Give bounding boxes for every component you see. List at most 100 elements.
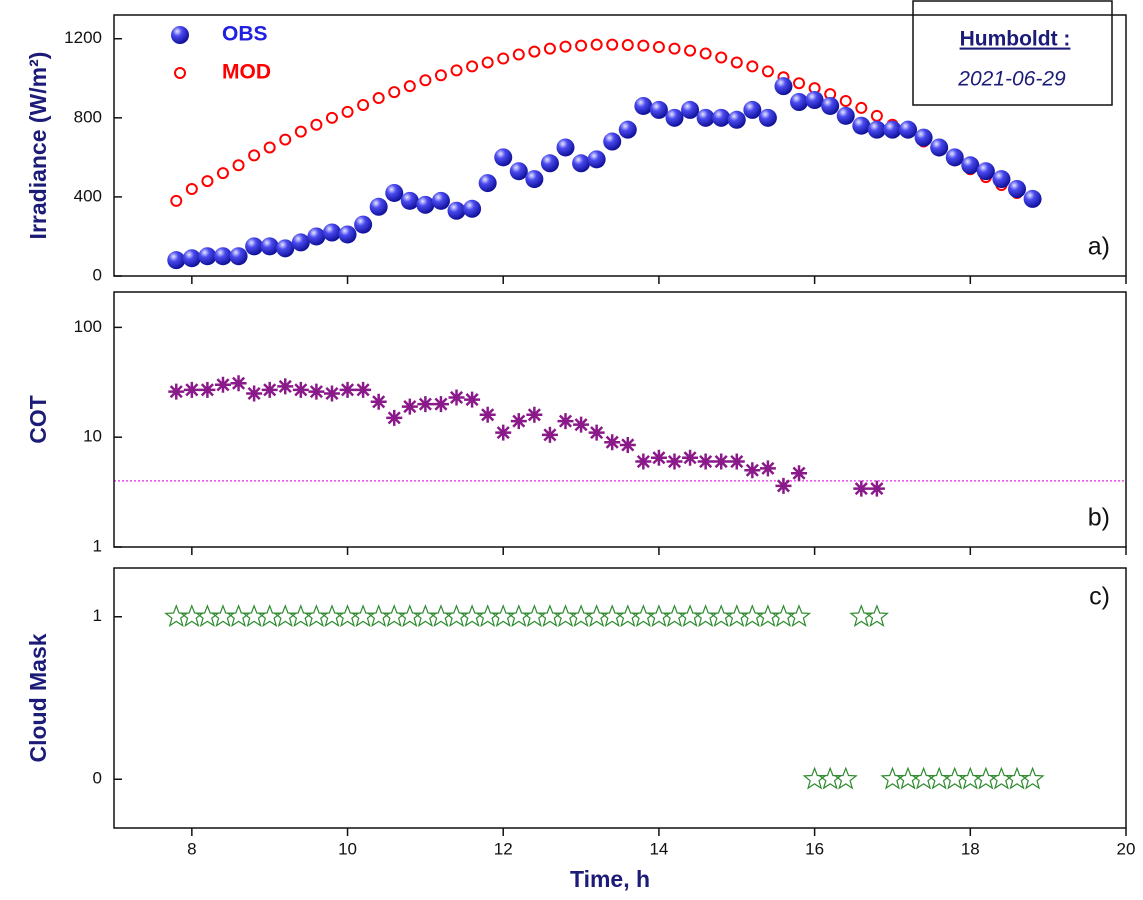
- mod-point: [450, 64, 463, 77]
- cot-point: [339, 381, 356, 398]
- mod-point: [512, 48, 525, 61]
- mod-point: [543, 42, 556, 55]
- obs-point: [696, 108, 715, 127]
- obs-point: [369, 197, 388, 216]
- obs-point: [961, 156, 980, 175]
- obs-point: [867, 120, 886, 139]
- obs-point: [213, 247, 232, 266]
- obs-point: [914, 128, 933, 147]
- mod-point: [761, 65, 774, 78]
- cot-point: [495, 424, 512, 441]
- obs-point: [1008, 180, 1027, 198]
- obs-point: [805, 91, 824, 110]
- cot-point: [199, 381, 216, 398]
- obs-point: [727, 110, 746, 129]
- cot-point: [261, 381, 278, 398]
- mod-point: [201, 175, 214, 188]
- axes-frame: [113, 567, 1127, 829]
- x-tick-label: 14: [649, 839, 668, 858]
- mod-point: [357, 98, 370, 111]
- cot-point: [573, 416, 590, 433]
- cot-point: [868, 480, 885, 497]
- panel-label: c): [1089, 583, 1110, 611]
- obs-point: [338, 225, 357, 244]
- obs-point: [260, 237, 279, 256]
- obs-point: [649, 100, 668, 119]
- cot-point: [744, 462, 761, 479]
- x-tick-label: 16: [805, 839, 824, 858]
- cot-point: [635, 453, 652, 470]
- obs-point: [899, 120, 918, 139]
- cot-point: [541, 426, 558, 443]
- mod-point: [715, 51, 728, 64]
- mod-point: [372, 92, 385, 105]
- cot-point: [323, 385, 340, 402]
- cloud-mask-point: [864, 604, 890, 627]
- cloud-mask-point: [833, 766, 858, 790]
- obs-point: [945, 148, 964, 167]
- obs-point: [743, 100, 762, 119]
- obs-point: [992, 170, 1011, 189]
- mod-point: [652, 41, 665, 54]
- cot-point: [853, 480, 870, 497]
- obs-point: [447, 201, 466, 220]
- cot-point: [355, 381, 372, 398]
- obs-point: [307, 227, 326, 246]
- cot-point: [246, 385, 263, 402]
- obs-point: [291, 233, 310, 252]
- mod-point: [388, 86, 401, 99]
- mod-point: [185, 183, 198, 195]
- cot-point: [697, 453, 714, 470]
- panel-label: a): [1088, 233, 1110, 261]
- x-tick-label: 18: [961, 839, 980, 858]
- y-tick-label: 400: [74, 186, 102, 205]
- cot-point: [479, 406, 496, 423]
- cot-point: [214, 376, 231, 393]
- axes-frame: [113, 291, 1127, 548]
- cot-point: [682, 449, 699, 466]
- legend-marker: [174, 67, 186, 79]
- cot-point: [588, 424, 605, 441]
- y-tick-label: 800: [74, 107, 102, 126]
- mod-point: [637, 39, 650, 52]
- mod-point: [294, 125, 307, 138]
- cot-point: [557, 413, 574, 430]
- y-axis-title: Irradiance (W/m²): [25, 52, 51, 240]
- obs-point: [322, 223, 341, 242]
- cot-point: [448, 389, 465, 406]
- mod-point: [341, 105, 354, 118]
- obs-point: [930, 138, 949, 157]
- obs-point: [245, 237, 264, 256]
- cot-point: [728, 453, 745, 470]
- legend-marker: [171, 26, 189, 44]
- mod-point: [310, 118, 323, 131]
- obs-point: [712, 108, 731, 127]
- obs-point: [572, 154, 591, 173]
- obs-point: [431, 191, 450, 210]
- axes-frame: [113, 14, 1127, 277]
- mod-point: [170, 194, 183, 207]
- cot-point: [292, 381, 309, 398]
- obs-point: [603, 132, 622, 151]
- x-axis-title: Time, h: [570, 866, 650, 892]
- x-tick-label: 20: [1117, 839, 1136, 858]
- y-tick-label: 0: [93, 265, 102, 284]
- cot-point: [759, 460, 776, 477]
- legend-label: MOD: [222, 61, 271, 84]
- mod-point: [684, 44, 697, 57]
- y-tick-label: 1: [93, 606, 102, 625]
- mod-point: [855, 101, 868, 114]
- y-tick-label: 1: [93, 536, 102, 555]
- mod-point: [481, 56, 494, 69]
- cot-point: [230, 375, 247, 392]
- cloud-mask-point: [786, 604, 812, 627]
- obs-point: [385, 183, 404, 202]
- obs-point: [821, 96, 840, 115]
- obs-point: [167, 251, 186, 270]
- mod-point: [590, 38, 603, 51]
- x-tick-label: 8: [187, 839, 196, 858]
- cot-point: [401, 398, 418, 415]
- x-tick-label: 10: [338, 839, 357, 858]
- obs-point: [852, 116, 871, 135]
